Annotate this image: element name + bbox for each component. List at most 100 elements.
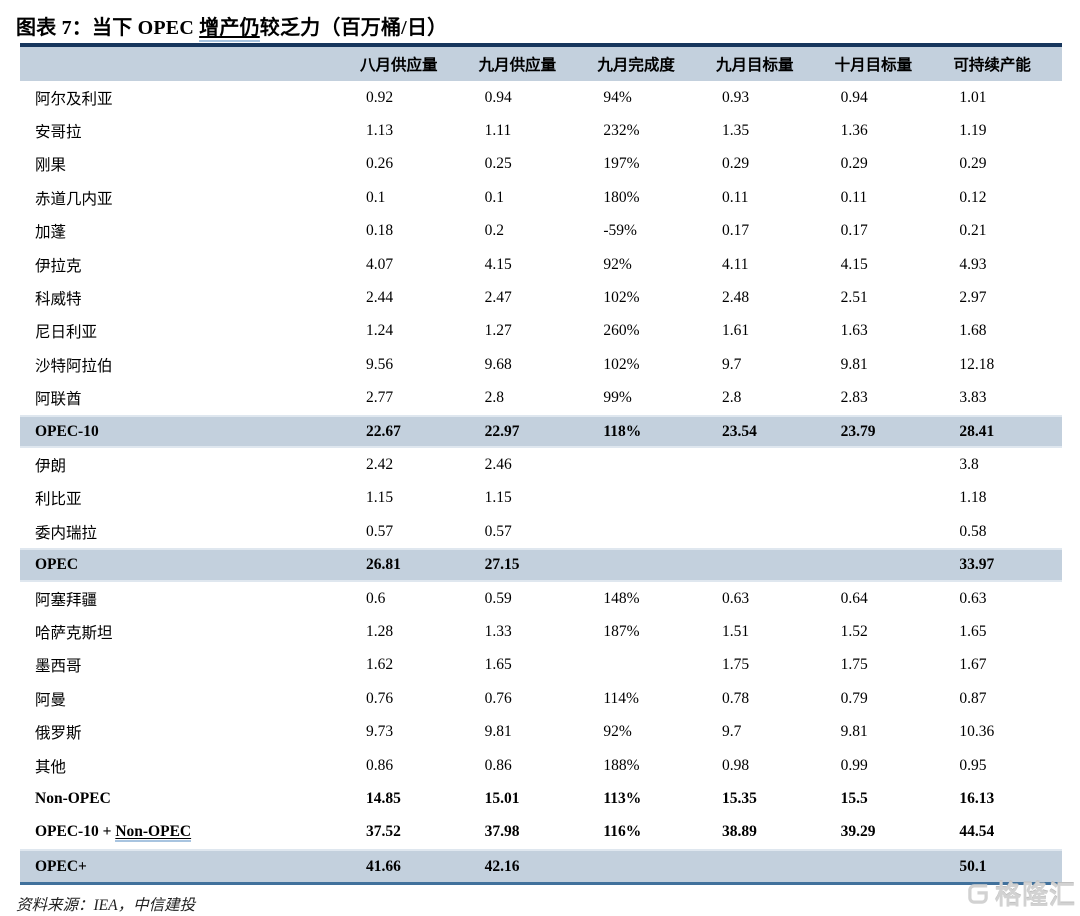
table-row: 委内瑞拉 0.57 0.57 0.58 [20, 515, 1062, 548]
row-label-underlined: Non-OPEC [115, 823, 192, 843]
value-cell: 0.1 [484, 188, 505, 206]
value-cell: 9.81 [840, 355, 868, 373]
value-cell: 0.94 [840, 88, 868, 106]
row-label: 其他 [35, 758, 67, 776]
value-cell: 2.51 [840, 289, 868, 307]
value-cell: 22.97 [484, 422, 520, 440]
table-header-row: 八月供应量 九月供应量 九月完成度 九月目标量 十月目标量 可持续产能 [20, 43, 1062, 81]
value-cell: 0.1 [366, 188, 386, 206]
value-cell: 1.13 [366, 122, 394, 140]
value-cell: 9.7 [721, 723, 742, 741]
exhibit-title: 图表 7：当下 OPEC 增产仍较乏力（百万桶/日） [0, 0, 1080, 43]
value-cell: 1.52 [840, 622, 868, 640]
value-cell: 0.12 [959, 188, 987, 206]
table-row: 伊拉克 4.07 4.15 92% 4.11 4.15 4.93 [20, 248, 1062, 281]
value-cell: 26.81 [366, 556, 401, 574]
value-cell: 114% [603, 689, 639, 707]
value-cell: 197% [603, 155, 640, 173]
value-cell: 0.29 [959, 155, 987, 173]
value-cell: 1.61 [721, 322, 750, 340]
row-label: 沙特阿拉伯 [35, 357, 113, 375]
value-cell: 92% [603, 255, 632, 273]
table-body: 阿尔及利亚 0.92 0.94 94% 0.93 0.94 1.01 安哥拉 1.13 1.11 2… [20, 81, 1062, 886]
table-row: 其他 0.86 0.86 188% 0.98 0.99 0.95 [20, 749, 1062, 782]
table-row: 尼日利亚 1.24 1.27 260% 1.61 1.63 1.68 [20, 315, 1062, 348]
value-cell: 1.62 [366, 656, 394, 674]
value-cell: 1.18 [959, 489, 987, 507]
value-cell: 1.75 [840, 656, 868, 674]
column-header-sep-completion: 九月完成度 [597, 57, 675, 74]
value-cell: 0.2 [484, 222, 505, 240]
table-row: 阿联酋 2.77 2.8 99% 2.8 2.83 3.83 [20, 382, 1062, 415]
value-cell: 33.97 [959, 556, 995, 574]
table-row: 阿曼 0.76 0.76 114% 0.78 0.79 0.87 [20, 682, 1062, 715]
value-cell: 4.15 [484, 255, 512, 273]
table-row: 安哥拉 1.13 1.11 232% 1.35 1.36 1.19 [20, 114, 1062, 147]
value-cell: 41.66 [366, 857, 401, 875]
value-cell: 0.11 [840, 188, 868, 206]
value-cell: 9.56 [366, 355, 394, 373]
value-cell: 1.11 [484, 122, 512, 140]
value-cell: 0.93 [721, 88, 750, 106]
value-cell: 0.63 [721, 589, 750, 607]
value-cell: 0.94 [484, 88, 512, 106]
column-header-sustainable-capacity: 可持续产能 [953, 57, 1031, 74]
value-cell: 0.63 [959, 589, 987, 607]
value-cell: 1.67 [959, 656, 987, 674]
value-cell: 1.68 [959, 322, 987, 340]
value-cell: 102% [603, 289, 640, 307]
value-cell: 0.64 [840, 589, 868, 607]
row-label: 阿联酋 [35, 391, 82, 409]
table-row: 阿尔及利亚 0.92 0.94 94% 0.93 0.94 1.01 [20, 81, 1062, 114]
value-cell: 0.11 [721, 188, 749, 206]
value-cell: 113% [603, 789, 642, 807]
row-label: 尼日利亚 [35, 324, 98, 342]
value-cell: 1.75 [721, 656, 750, 674]
value-cell: 3.83 [959, 389, 987, 407]
value-cell: 2.8 [484, 389, 505, 407]
value-cell: 4.93 [959, 255, 987, 273]
column-header-sep-target: 九月目标量 [715, 57, 794, 74]
table-row: 加蓬 0.18 0.2 -59% 0.17 0.17 0.21 [20, 215, 1062, 248]
value-cell: 0.29 [840, 155, 868, 173]
table-row: OPEC-10 + Non-OPEC 37.52 37.98 116% 38.89 39.… [20, 816, 1062, 849]
value-cell: 0.86 [366, 756, 394, 774]
value-cell: 0.17 [721, 222, 750, 240]
row-label-prefix: OPEC-10 + [35, 823, 116, 841]
row-label: 俄罗斯 [35, 725, 82, 743]
column-header-oct-target: 十月目标量 [834, 57, 913, 74]
value-cell: 0.79 [840, 689, 868, 707]
value-cell: 1.63 [840, 322, 868, 340]
row-label: 哈萨克斯坦 [35, 624, 113, 642]
value-cell: 4.07 [366, 255, 394, 273]
value-cell: 2.48 [721, 289, 750, 307]
value-cell: 37.98 [484, 823, 520, 841]
value-cell: 38.89 [721, 823, 757, 841]
value-cell: 0.86 [484, 756, 512, 774]
value-cell: 0.78 [721, 689, 750, 707]
value-cell: 0.95 [959, 756, 987, 774]
row-label: 阿尔及利亚 [35, 90, 113, 108]
value-cell: 0.58 [959, 522, 987, 540]
value-cell: 232% [603, 122, 640, 140]
row-label: OPEC+ [35, 857, 87, 875]
value-cell: 1.33 [484, 622, 512, 640]
value-cell: 102% [603, 355, 640, 373]
value-cell: 28.41 [959, 422, 995, 440]
table-row: 俄罗斯 9.73 9.81 92% 9.7 9.81 10.36 [20, 715, 1062, 748]
value-cell: 10.36 [959, 723, 995, 741]
value-cell: 9.7 [721, 355, 742, 373]
column-header-aug-supply: 八月供应量 [360, 57, 438, 74]
value-cell: 1.15 [366, 489, 394, 507]
table-row: 阿塞拜疆 0.6 0.59 148% 0.63 0.64 0.63 [20, 582, 1062, 615]
table-row: 哈萨克斯坦 1.28 1.33 187% 1.51 1.52 1.65 [20, 615, 1062, 648]
value-cell: 27.15 [484, 556, 520, 574]
value-cell: 116% [603, 823, 642, 841]
table-row: 伊朗 2.42 2.46 3.8 [20, 448, 1062, 481]
value-cell: 2.44 [366, 289, 394, 307]
value-cell: 99% [603, 389, 632, 407]
row-label: OPEC-10 [35, 422, 99, 440]
value-cell: 118% [603, 422, 642, 440]
value-cell: 1.24 [366, 322, 394, 340]
row-label: OPEC [35, 556, 79, 574]
